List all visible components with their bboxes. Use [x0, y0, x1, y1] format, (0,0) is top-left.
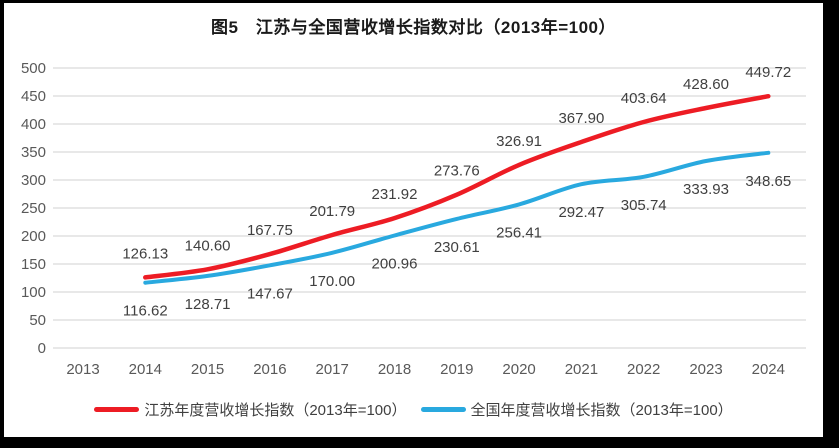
x-axis-tick-label: 2023	[689, 361, 722, 378]
data-label: 348.65	[745, 173, 791, 190]
y-axis-tick-label: 0	[38, 340, 46, 357]
legend-item-jiangsu: 江苏年度营收增长指数（2013年=100）	[94, 399, 407, 420]
x-axis-tick-label: 2016	[253, 361, 286, 378]
chart-title: 图5 江苏与全国营收增长指数对比（2013年=100）	[210, 18, 617, 37]
chart-legend: 江苏年度营收增长指数（2013年=100） 全国年度营收增长指数（2013年=1…	[4, 399, 823, 420]
jiangsu-line-swatch	[94, 407, 140, 412]
data-label: 167.75	[247, 222, 293, 239]
national-line-swatch	[420, 407, 466, 412]
data-label: 140.60	[185, 237, 231, 254]
data-label: 367.90	[558, 110, 604, 127]
legend-label-jiangsu: 江苏年度营收增长指数（2013年=100）	[144, 402, 407, 419]
x-axis-tick-label: 2014	[129, 361, 162, 378]
data-label: 147.67	[247, 285, 293, 302]
data-label: 333.93	[683, 181, 729, 198]
y-axis-tick-label: 50	[29, 312, 46, 329]
data-label: 231.92	[372, 186, 418, 203]
legend-item-national: 全国年度营收增长指数（2013年=100）	[420, 399, 733, 420]
x-axis-tick-label: 2018	[378, 361, 411, 378]
data-label: 170.00	[309, 273, 355, 290]
x-axis-tick-label: 2022	[627, 361, 660, 378]
national-series-line	[143, 150, 771, 285]
y-axis-tick-label: 100	[21, 284, 46, 301]
data-label: 326.91	[496, 133, 542, 150]
data-label: 273.76	[434, 163, 480, 180]
legend-label-national: 全国年度营收增长指数（2013年=100）	[470, 402, 733, 419]
data-label: 428.60	[683, 76, 729, 93]
data-label: 116.62	[123, 303, 168, 320]
data-label: 403.64	[621, 90, 667, 107]
y-axis-tick-label: 450	[21, 88, 46, 105]
x-axis-tick-label: 2013	[66, 361, 99, 378]
x-axis-tick-label: 2021	[565, 361, 598, 378]
line-chart: 0 50 100 150 200 250 300 350 400 450 500 2013 2014 20…	[21, 60, 806, 378]
y-axis-tick-label: 150	[21, 256, 46, 273]
x-axis-tick-label: 2019	[440, 361, 473, 378]
x-axis-tick-label: 2020	[502, 361, 535, 378]
jiangsu-series-line	[143, 93, 771, 280]
data-label: 292.47	[558, 204, 604, 221]
y-axis-tick-label: 200	[21, 228, 46, 245]
data-label: 256.41	[496, 224, 542, 241]
y-axis-tick-label: 400	[21, 116, 46, 133]
data-label: 449.72	[745, 64, 791, 81]
data-label: 200.96	[372, 255, 418, 272]
data-label: 128.71	[185, 296, 231, 313]
x-axis-tick-label: 2024	[752, 361, 785, 378]
data-label: 230.61	[434, 239, 480, 256]
x-axis-tick-label: 2015	[191, 361, 224, 378]
y-axis-tick-label: 300	[21, 172, 46, 189]
data-label: 201.79	[309, 203, 355, 220]
data-label: 305.74	[621, 197, 667, 214]
y-axis-tick-label: 500	[21, 60, 46, 77]
x-axis-tick-label: 2017	[316, 361, 349, 378]
y-axis-tick-label: 350	[21, 144, 46, 161]
y-axis-tick-label: 250	[21, 200, 46, 217]
data-label: 126.13	[122, 245, 168, 262]
